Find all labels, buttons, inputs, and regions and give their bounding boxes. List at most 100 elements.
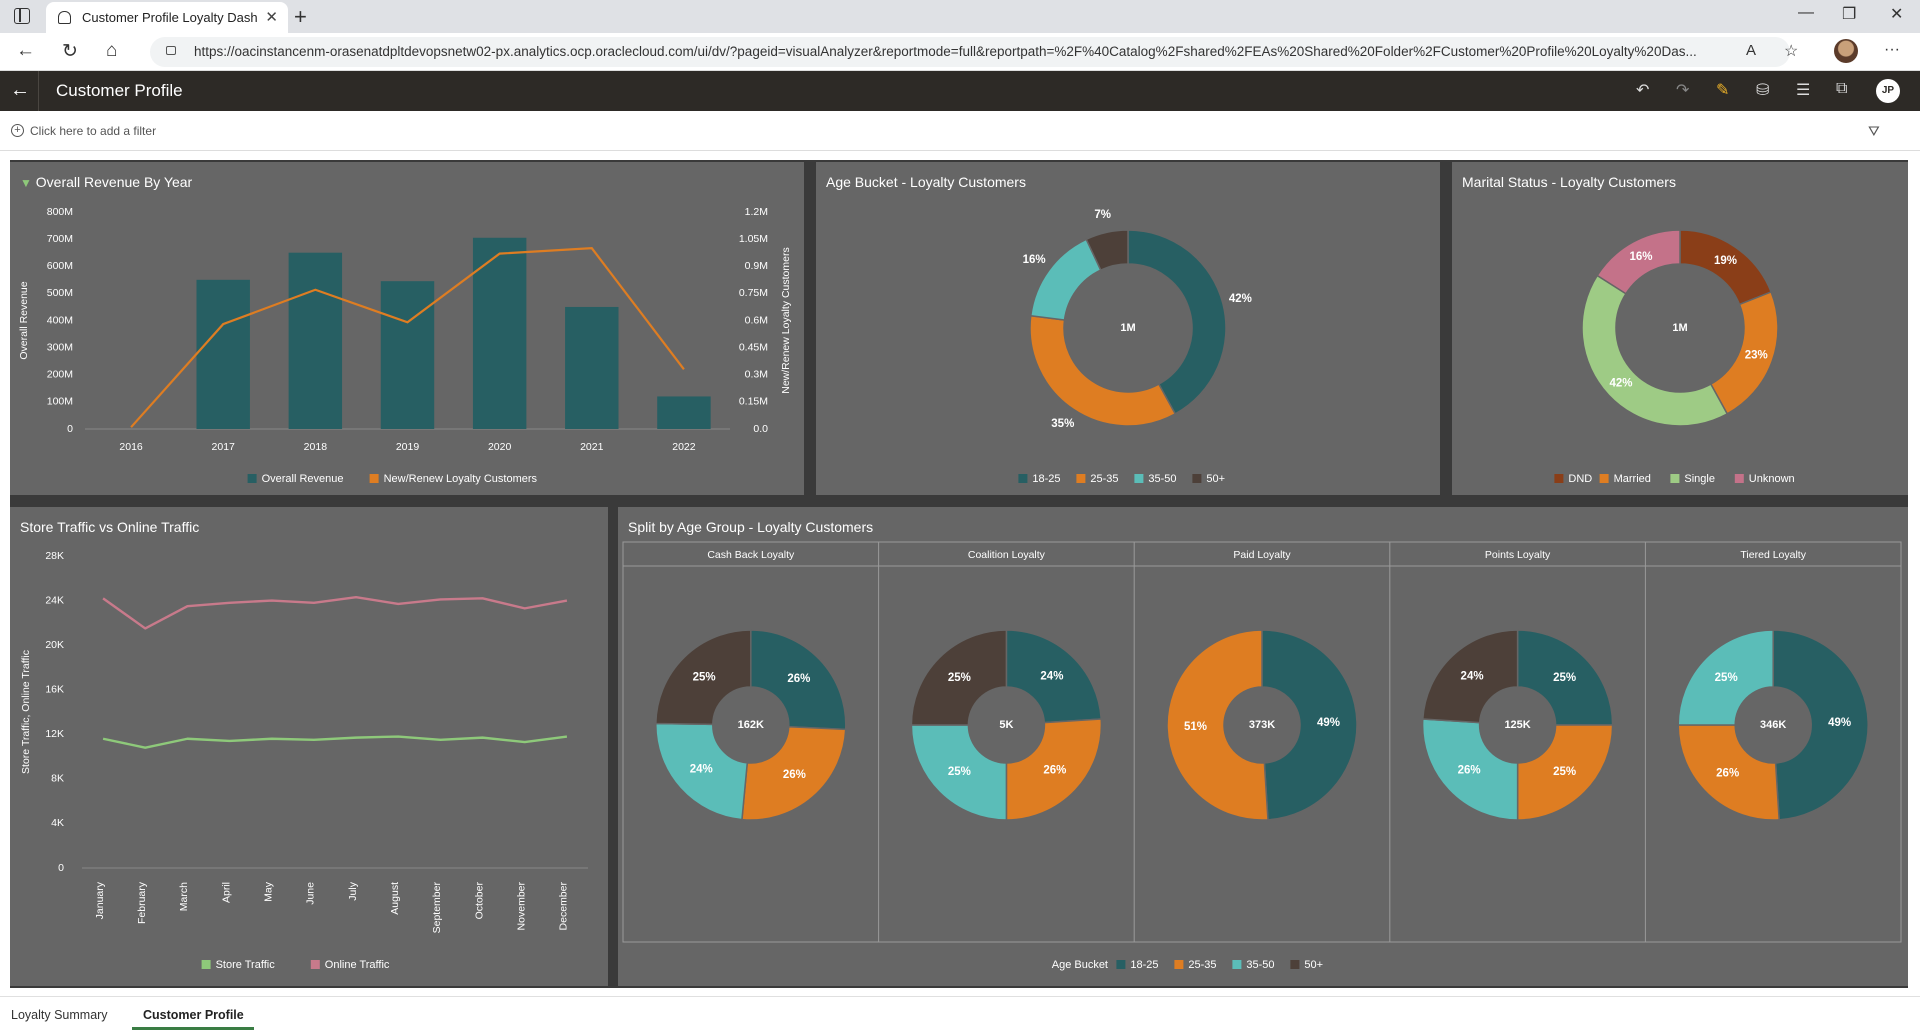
new-tab-icon[interactable]: + [294,4,307,29]
x-tick-label: 2022 [672,441,696,453]
add-filter-input[interactable]: Click here to add a filter [30,124,157,138]
age-bucket-data-label: 7% [1094,209,1111,221]
split-0-data-label: 25% [693,672,716,684]
split-legend-label: 35-50 [1246,959,1274,971]
browser-tab-title: Customer Profile Loyalty Dashbo [82,10,257,25]
tab-customer-profile[interactable]: Customer Profile [143,1008,244,1022]
split-2-center-label: 373K [1249,719,1275,731]
x-tick-label: October [473,882,485,920]
close-tab-icon[interactable]: ✕ [265,9,278,26]
split-0-data-label: 26% [783,769,806,781]
split-0-hole [712,687,789,763]
x-tick-label: 2019 [396,441,420,453]
app-back-icon[interactable]: ← [10,79,30,101]
undo-icon[interactable]: ↶ [1636,82,1650,99]
read-aloud-icon[interactable]: A [1746,42,1757,59]
y-tick-label: 500M [47,287,73,299]
y2-tick-label: 0.3M [745,369,768,381]
y-tick-label: 200M [47,369,73,381]
revenue-title-text: Overall Revenue By Year [35,174,193,190]
y-tick-label: 16K [45,683,64,695]
y-tick-label: 600M [47,260,73,272]
split-legend-label: 18-25 [1130,959,1158,971]
minimize-icon[interactable]: — [1798,4,1814,21]
close-window-icon[interactable]: ✕ [1890,6,1904,23]
revenue-bar [657,396,711,429]
split-4-hole [1735,687,1812,763]
age-legend-label: 35-50 [1148,473,1176,485]
y-tick-label: 20K [45,639,64,651]
split-0-data-label: 26% [787,673,810,685]
marital-chart: 19% 23% 42% 16% 1M DND Married Single Unknown [1554,229,1795,485]
back-icon[interactable]: ← [16,40,35,61]
marital-legend-swatch [1599,474,1609,483]
revenue-panel[interactable]: ▼ Overall Revenue By Year 0 100M 200M 300M 4… [10,162,804,495]
data-icon[interactable]: ⛁ [1756,82,1770,99]
profile-avatar[interactable] [1834,39,1858,63]
tab-loyalty-summary[interactable]: Loyalty Summary [11,1008,108,1022]
tab-actions-icon[interactable] [14,8,30,24]
user-avatar[interactable]: JP [1876,79,1900,103]
x-tick-label: 2020 [488,441,512,453]
marital-panel[interactable]: Marital Status - Loyalty Customers 19% 23… [1452,162,1908,495]
x-tick-label: June [305,882,317,905]
edit-icon[interactable]: ✎ [1716,82,1730,99]
revenue-title: ▼ Overall Revenue By Year [20,174,192,190]
split-3-data-label: 25% [1553,672,1576,684]
traffic-panel[interactable]: Store Traffic vs Online Traffic 0 4K 8K 12K… [10,507,608,986]
address-bar: ← ↻ ⌂ https://oacinstancenm-orasenatdplt… [0,33,1920,71]
age-bucket-hole [1064,264,1192,392]
filter-icon[interactable]: ⛛ [1868,123,1880,139]
x-tick-label: February [136,881,148,924]
age-legend-swatch [1076,474,1086,483]
split-2-data-label: 51% [1184,721,1207,733]
dashboard-canvas: ▼ Overall Revenue By Year 0 100M 200M 300M 4… [10,160,1908,988]
age-bucket-data-label: 42% [1229,293,1252,305]
split-0-slice [655,722,749,821]
favorites-icon[interactable]: ☆ [1784,43,1799,60]
split-4-data-label: 26% [1716,768,1739,780]
more-options-icon[interactable]: ··· [1884,41,1900,58]
split-3-data-label: 24% [1461,671,1484,683]
home-icon[interactable]: ⌂ [106,40,118,61]
split-legend-swatch [1116,960,1126,969]
split-3-data-label: 26% [1458,765,1481,777]
age-bucket-panel[interactable]: Age Bucket - Loyalty Customers 42% 35% 16%… [816,162,1440,495]
age-legend-swatch [1134,474,1144,483]
filter-applied-icon: ▼ [20,176,32,190]
marital-legend-swatch [1670,474,1680,483]
marital-legend-label: Single [1684,473,1715,485]
customers-line [130,247,685,428]
restore-icon[interactable]: ❐ [1842,6,1857,23]
y-tick-label: 400M [47,314,73,326]
lock-icon[interactable] [166,46,176,55]
x-tick-label: 2017 [212,441,236,453]
redo-icon[interactable]: ↷ [1676,82,1690,99]
split-1-data-label: 25% [948,766,971,778]
split-panel[interactable]: Split by Age Group - Loyalty Customers C… [618,507,1908,986]
comment-icon[interactable]: ☰ [1796,82,1811,99]
marital-title: Marital Status - Loyalty Customers [1462,174,1676,190]
age-bucket-data-label: 16% [1023,254,1046,266]
trellis-header: Paid Loyalty [1233,549,1291,561]
split-1-data-label: 26% [1043,765,1066,777]
y2-tick-label: 0.9M [745,260,768,272]
split-title: Split by Age Group - Loyalty Customers [628,519,874,535]
split-3-center-label: 125K [1504,719,1530,731]
browser-tab[interactable]: Customer Profile Loyalty Dashbo ✕ [46,2,288,33]
present-icon[interactable]: ⧉ [1836,80,1848,97]
split-4-slice [1772,629,1869,821]
split-3-hole [1479,687,1556,763]
marital-data-label: 23% [1745,349,1768,361]
y2-tick-label: 0.75M [739,287,768,299]
refresh-icon[interactable]: ↻ [62,41,78,62]
browser-tab-strip: Customer Profile Loyalty Dashbo ✕ + — ❐ … [0,0,1920,33]
revenue-bar [565,306,619,429]
traffic-legend-label: Online Traffic [325,959,390,971]
marital-hole [1616,264,1744,392]
y-axis-title: Overall Revenue [18,281,30,359]
add-filter-icon[interactable]: + [11,124,24,137]
x-tick-label: August [389,882,401,915]
url-input[interactable]: https://oacinstancenm-orasenatdpltdevops… [150,37,1790,67]
page-title: Customer Profile [56,81,183,100]
